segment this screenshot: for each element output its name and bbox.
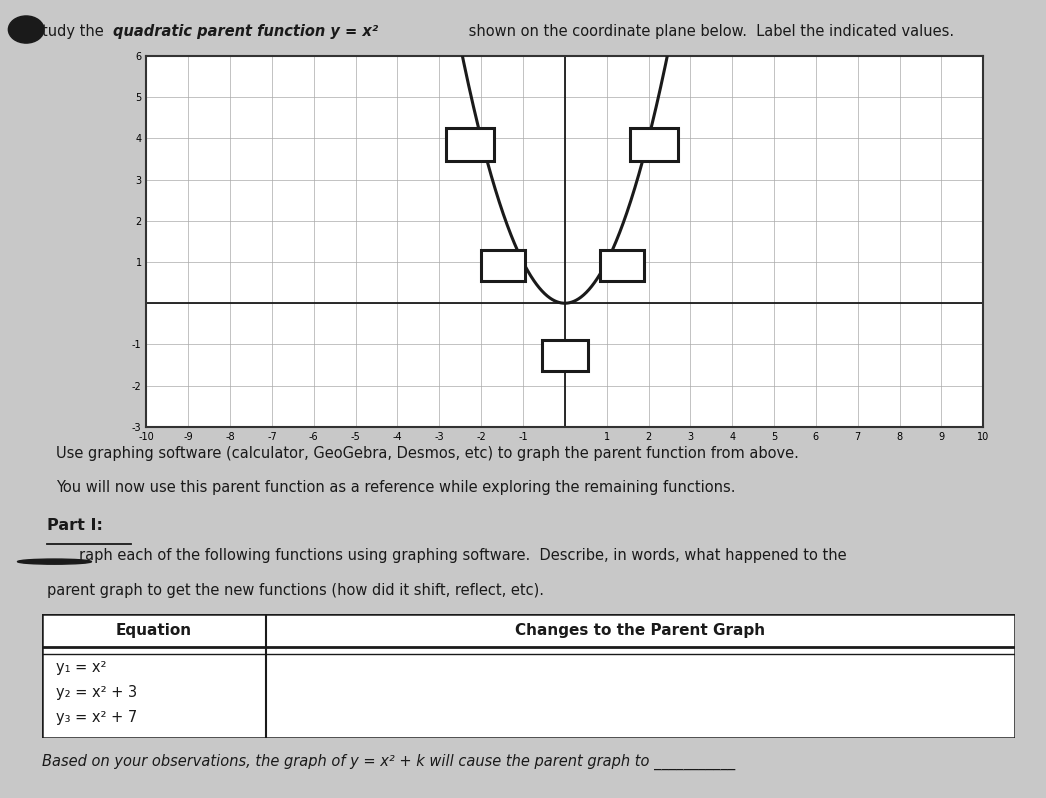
Text: parent graph to get the new functions (how did it shift, reflect, etc).: parent graph to get the new functions (h… bbox=[47, 583, 544, 598]
Text: You will now use this parent function as a reference while exploring the remaini: You will now use this parent function as… bbox=[56, 480, 736, 496]
Bar bbox=[630, 128, 678, 161]
Bar bbox=[481, 250, 525, 281]
Bar bbox=[542, 340, 588, 371]
Text: quadratic parent function y = x²: quadratic parent function y = x² bbox=[113, 24, 379, 39]
Text: Part I:: Part I: bbox=[47, 518, 103, 533]
Text: raph each of the following functions using graphing software.  Describe, in word: raph each of the following functions usi… bbox=[78, 548, 846, 563]
Text: Based on your observations, the graph of y = x² + k will cause the parent graph : Based on your observations, the graph of… bbox=[42, 754, 735, 770]
Text: y₁ = x²: y₁ = x² bbox=[56, 660, 107, 675]
Text: shown on the coordinate plane below.  Label the indicated values.: shown on the coordinate plane below. Lab… bbox=[464, 24, 954, 39]
Text: y₂ = x² + 3: y₂ = x² + 3 bbox=[56, 685, 138, 700]
Text: y₃ = x² + 7: y₃ = x² + 7 bbox=[56, 709, 138, 725]
Bar bbox=[446, 128, 494, 161]
Text: tudy the: tudy the bbox=[42, 24, 108, 39]
Circle shape bbox=[18, 559, 91, 564]
Bar bbox=[600, 250, 644, 281]
Text: Changes to the Parent Graph: Changes to the Parent Graph bbox=[515, 623, 766, 638]
Text: Use graphing software (calculator, GeoGebra, Desmos, etc) to graph the parent fu: Use graphing software (calculator, GeoGe… bbox=[56, 446, 799, 461]
Text: Equation: Equation bbox=[116, 623, 191, 638]
